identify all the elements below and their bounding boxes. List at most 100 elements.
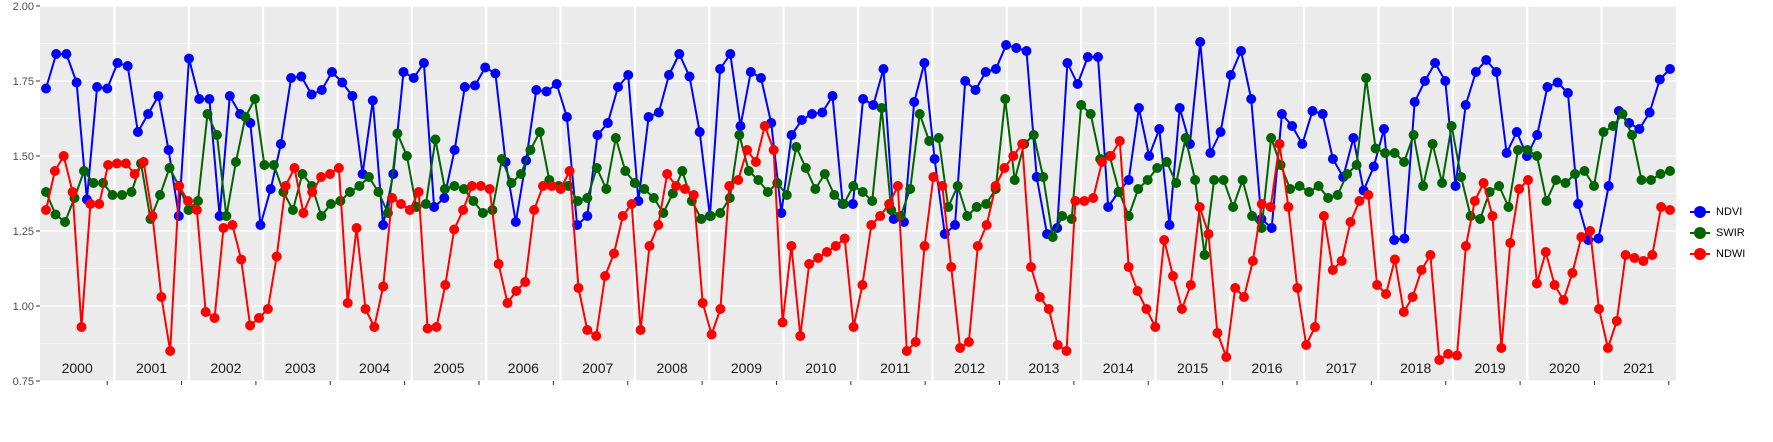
data-point-swir — [1437, 178, 1448, 188]
data-point-ndwi — [165, 346, 176, 356]
data-point-ndwi — [866, 220, 877, 230]
data-point-ndvi — [163, 145, 174, 155]
data-point-swir — [534, 127, 545, 137]
facet-label: 2010 — [805, 360, 836, 376]
data-point-ndwi — [209, 313, 220, 323]
data-point-ndwi — [946, 262, 957, 272]
data-point-ndwi — [1292, 283, 1303, 293]
data-point-ndwi — [1008, 151, 1019, 161]
data-point-swir — [1133, 184, 1144, 194]
data-point-swir — [79, 166, 89, 176]
data-point-swir — [268, 160, 279, 170]
data-point-swir — [1494, 181, 1505, 191]
data-point-swir — [155, 190, 165, 200]
data-point-swir — [1209, 175, 1220, 185]
data-point-ndwi — [786, 241, 797, 251]
data-point-ndwi — [546, 181, 557, 191]
data-point-swir — [1570, 169, 1580, 179]
data-point-swir — [1351, 160, 1362, 170]
data-point-swir — [639, 184, 650, 194]
data-point-swir — [1389, 148, 1400, 158]
data-point-swir — [164, 163, 175, 173]
data-point-ndwi — [369, 322, 380, 332]
data-point-swir — [392, 128, 403, 139]
facet-label: 2002 — [210, 360, 241, 376]
data-point-swir — [1475, 214, 1486, 224]
data-point-ndvi — [61, 49, 72, 59]
data-point-ndwi — [981, 220, 992, 230]
data-point-ndwi — [1443, 349, 1454, 359]
data-point-ndvi — [847, 199, 858, 209]
data-point-ndwi — [591, 331, 602, 341]
series-ndwi — [41, 121, 1675, 365]
data-point-ndvi — [1634, 124, 1645, 134]
data-point-ndwi — [1585, 226, 1596, 236]
data-point-ndvi — [1082, 52, 1093, 62]
data-point-ndvi — [1470, 67, 1481, 77]
data-point-ndvi — [92, 82, 103, 92]
legend: NDVI SWIR NDWI — [1690, 201, 1745, 264]
data-point-swir — [1038, 172, 1049, 182]
data-point-ndvi — [153, 91, 164, 101]
data-point-swir — [430, 134, 441, 145]
data-point-swir — [1541, 196, 1552, 206]
data-point-ndvi — [286, 73, 297, 83]
data-point-ndvi — [674, 49, 685, 59]
data-point-swir — [1228, 202, 1239, 212]
data-point-ndwi — [857, 280, 868, 290]
data-point-swir — [1456, 172, 1467, 182]
data-point-swir — [1047, 232, 1058, 242]
data-point-swir — [1085, 109, 1096, 119]
data-point-ndvi — [1624, 118, 1635, 128]
data-point-swir — [1009, 175, 1020, 185]
data-point-ndvi — [1307, 106, 1318, 116]
data-point-ndwi — [1230, 283, 1241, 293]
y-tick-label: 2.00 — [13, 1, 34, 13]
legend-item-ndvi: NDVI — [1690, 201, 1745, 222]
data-point-ndwi — [520, 277, 531, 287]
data-point-ndvi — [745, 67, 756, 77]
data-point-swir — [1503, 202, 1514, 212]
series-line-ndvi — [45, 41, 1671, 241]
data-point-swir — [696, 214, 707, 224]
legend-item-ndwi: NDWI — [1690, 243, 1745, 264]
data-point-swir — [506, 178, 517, 188]
data-point-ndvi — [1144, 151, 1155, 161]
data-point-swir — [287, 205, 298, 215]
data-point-ndwi — [493, 259, 504, 269]
data-point-ndvi — [807, 109, 817, 119]
data-point-ndwi — [183, 196, 193, 206]
data-point-ndvi — [194, 94, 205, 104]
data-point-ndwi — [484, 184, 495, 194]
data-point-ndvi — [1573, 199, 1584, 209]
data-point-swir — [867, 196, 878, 206]
data-point-ndvi — [1205, 148, 1216, 158]
data-point-ndwi — [742, 145, 753, 155]
data-point-ndwi — [1505, 238, 1516, 248]
data-point-ndwi — [1620, 250, 1631, 260]
data-point-ndwi — [1239, 292, 1249, 302]
data-point-ndwi — [1247, 256, 1258, 266]
data-point-ndvi — [1062, 58, 1073, 68]
data-point-ndvi — [1072, 79, 1083, 89]
data-point-ndwi — [431, 322, 442, 332]
data-point-swir — [743, 166, 754, 176]
data-point-swir — [496, 154, 507, 164]
data-point-ndwi — [750, 157, 761, 167]
data-point-ndwi — [1611, 316, 1622, 326]
data-point-ndvi — [561, 112, 572, 122]
data-point-ndwi — [1478, 178, 1489, 188]
data-point-ndwi — [937, 181, 948, 191]
data-point-ndvi — [592, 130, 603, 140]
data-point-ndwi — [1345, 217, 1356, 227]
data-point-ndwi — [892, 181, 903, 191]
data-point-swir — [601, 184, 612, 194]
data-point-ndwi — [777, 317, 788, 328]
data-point-ndwi — [245, 320, 256, 331]
data-point-ndvi — [1174, 103, 1185, 113]
data-point-swir — [202, 109, 213, 119]
data-point-swir — [1646, 175, 1656, 185]
legend-key — [1690, 223, 1710, 243]
data-point-ndwi — [360, 304, 371, 314]
data-point-ndwi — [511, 286, 522, 296]
